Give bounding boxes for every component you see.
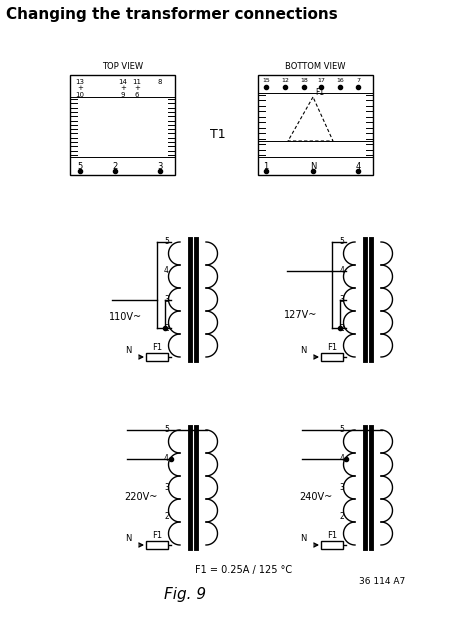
Text: BOTTOM VIEW: BOTTOM VIEW [285,62,346,71]
Text: 5: 5 [339,426,344,435]
Text: 1: 1 [339,353,344,362]
Text: 127V~: 127V~ [284,310,317,319]
Text: N: N [125,534,131,543]
Text: 8: 8 [158,79,162,85]
Text: 5: 5 [164,237,169,246]
Text: 36 114 A7: 36 114 A7 [359,577,405,586]
Text: 5: 5 [77,162,82,171]
Text: 15: 15 [262,78,270,83]
Text: 240V~: 240V~ [299,493,332,502]
Text: 5: 5 [164,426,169,435]
Text: 4: 4 [355,162,360,171]
Bar [321,353,343,361]
Text: 110V~: 110V~ [109,312,142,323]
Text: +: + [77,85,83,91]
Text: 9: 9 [121,92,125,98]
Text: N: N [310,162,316,171]
Text: 14: 14 [119,79,127,85]
Text: 2: 2 [164,324,169,333]
Text: 2: 2 [339,512,344,521]
Text: 3: 3 [164,295,169,304]
Text: 220V~: 220V~ [124,493,158,502]
Text: 1: 1 [263,162,269,171]
Text: 10: 10 [76,92,84,98]
Text: 18: 18 [300,78,308,83]
Text: F1: F1 [327,343,337,352]
Text: 17: 17 [317,78,325,83]
Bar [70,75,175,175]
Text: F1 = 0.25A / 125 °C: F1 = 0.25A / 125 °C [195,565,292,575]
Bar [321,541,343,549]
Text: F1: F1 [152,531,162,540]
Text: 6: 6 [135,92,139,98]
Text: F1: F1 [152,343,162,352]
Text: TOP VIEW: TOP VIEW [102,62,143,71]
Text: 1: 1 [164,353,169,362]
Text: 12: 12 [281,78,289,83]
Text: F1: F1 [315,88,324,97]
Text: 2: 2 [164,512,169,521]
Text: 4: 4 [164,266,169,275]
Text: 1: 1 [164,541,169,550]
Text: 3: 3 [339,295,344,304]
Text: 3: 3 [157,162,163,171]
Text: T1: T1 [210,129,226,141]
Text: N: N [125,346,131,355]
Text: Changing the transformer connections: Changing the transformer connections [6,6,338,22]
Text: 2: 2 [339,324,344,333]
Bar [258,75,373,175]
Text: 4: 4 [339,454,344,463]
Text: 1: 1 [339,541,344,550]
Bar [146,541,168,549]
Text: F1: F1 [327,531,337,540]
Text: +: + [134,85,140,91]
Text: N: N [300,534,306,543]
Text: 3: 3 [339,483,344,492]
Text: N: N [300,346,306,355]
Text: 5: 5 [339,237,344,246]
Text: 4: 4 [164,454,169,463]
Bar [146,353,168,361]
Text: 2: 2 [112,162,118,171]
Text: 16: 16 [336,78,344,83]
Text: 3: 3 [164,483,169,492]
Text: +: + [120,85,126,91]
Text: 7: 7 [356,78,360,83]
Text: 4: 4 [339,266,344,275]
Text: 13: 13 [76,79,84,85]
Text: 11: 11 [132,79,142,85]
Text: Fig. 9: Fig. 9 [164,586,206,602]
